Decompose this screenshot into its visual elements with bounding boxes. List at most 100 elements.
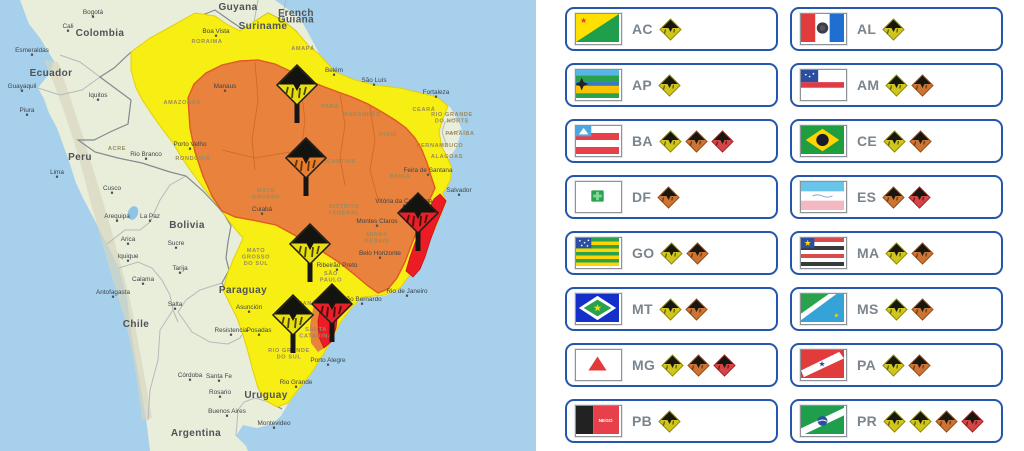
city-dot (360, 302, 364, 305)
country-labels: Colombia Ecuador Peru Bolivia Paraguay Chile U… (30, 2, 314, 439)
storm-warning-diamond-yellow-icon (660, 241, 684, 265)
storm-warning-diamond-yellow-icon (883, 129, 906, 153)
storm-warning-diamond-red-icon (713, 353, 736, 377)
brazil-state-label: CEARÁ (413, 106, 436, 113)
city-label: São Bernardo (342, 296, 382, 303)
state-card-pb[interactable]: NEGO PB (565, 399, 778, 443)
state-card-mt[interactable]: MT (565, 287, 778, 331)
state-flag-ba-icon (575, 125, 622, 157)
city-label: Iquitos (89, 92, 108, 99)
storm-warning-diamond-yellow-icon (659, 17, 682, 41)
storm-warning-diamond-yellow-icon (882, 17, 905, 41)
city-label: La Paz (140, 213, 160, 220)
city-label: Lima (50, 169, 64, 176)
state-card-pa[interactable]: PA (790, 343, 1003, 387)
city-dot (55, 175, 59, 178)
storm-warning-diamond-orange-icon (935, 409, 958, 433)
warning-badges (883, 129, 932, 153)
city-label: Vitória da Conquista (375, 198, 433, 205)
brazil-state-label: PARÁ (321, 103, 339, 110)
brazil-state-label: ALAGOAS (431, 154, 463, 160)
brazil-state-label: TOCANTINS (318, 159, 356, 165)
state-card-al[interactable]: AL (790, 7, 1003, 51)
city-dot (214, 34, 218, 37)
city-dot (405, 294, 409, 297)
storm-warning-diamond-orange-icon (685, 297, 708, 321)
map-storm-warning-marker-red[interactable] (396, 191, 440, 251)
warning-badges (659, 17, 682, 41)
city-label: Sucre (168, 240, 185, 247)
brazil-state-label: MARANHÃO (343, 111, 381, 118)
storm-warning-diamond-orange-icon (908, 353, 931, 377)
state-card-go[interactable]: GO (565, 231, 778, 275)
city-dot (332, 73, 336, 76)
map-storm-warning-marker-orange[interactable] (284, 136, 328, 196)
city-dot (257, 333, 261, 336)
city-dot (126, 259, 130, 262)
state-code-label: AL (857, 21, 877, 37)
city-dot (30, 53, 34, 56)
city-dot (174, 246, 178, 249)
brazil-state-label: PARANÁ (289, 300, 316, 307)
state-flag-mt-icon (575, 293, 622, 325)
state-flag-ap-icon (575, 69, 622, 101)
city-dot (141, 282, 145, 285)
city-label: Boa Vista (202, 28, 230, 35)
state-card-ma[interactable]: MA (790, 231, 1003, 275)
state-code-label: MA (857, 245, 880, 261)
city-label: Rosario (209, 389, 231, 396)
city-dot (96, 98, 100, 101)
warning-badges (882, 353, 931, 377)
city-dot (218, 395, 222, 398)
state-card-mg[interactable]: MG (565, 343, 778, 387)
state-card-ce[interactable]: CE (790, 119, 1003, 163)
state-card-grid: AC AL AP AM BA CE DF ES GO MA MT MS MG PA NEGO PB PR (565, 7, 1010, 443)
city-label: Porto Alegre (310, 357, 346, 364)
city-dot (326, 363, 330, 366)
city-label: Arequipa (104, 213, 130, 220)
state-card-ac[interactable]: AC (565, 7, 778, 51)
state-card-ap[interactable]: AP (565, 63, 778, 107)
storm-warning-diamond-orange-icon (687, 353, 710, 377)
storm-warning-diamond-orange-icon (911, 73, 935, 97)
city-label: Cali (62, 23, 73, 30)
city-dot (260, 212, 264, 215)
warning-badges (658, 409, 681, 433)
state-card-ms[interactable]: MS (790, 287, 1003, 331)
alert-map[interactable]: Colombia Ecuador Peru Bolivia Paraguay Chile U… (0, 0, 536, 451)
storm-warning-diamond-yellow-icon (882, 353, 905, 377)
country-label: Bolivia (169, 220, 205, 231)
state-code-label: MT (632, 301, 653, 317)
storm-warning-diamond-red-icon (711, 129, 734, 153)
city-dot (223, 89, 227, 92)
city-dot (247, 310, 251, 313)
city-label: Arica (121, 236, 136, 243)
country-label: Paraguay (219, 285, 267, 296)
state-flag-al-icon (800, 13, 847, 45)
storm-warning-diamond-yellow-icon (885, 73, 909, 97)
brazil-state-label: SÃO PAULO (320, 270, 342, 284)
map-storm-warning-marker-yellow[interactable] (288, 222, 332, 282)
map-storm-warning-marker-yellow[interactable] (275, 63, 319, 123)
map-storm-warning-marker-yellow[interactable] (271, 293, 315, 353)
city-dot (229, 333, 233, 336)
warning-badges (884, 297, 934, 321)
state-card-ba[interactable]: BA (565, 119, 778, 163)
city-label: Santa Fe (206, 373, 232, 380)
city-label: Córdoba (178, 372, 203, 379)
state-card-am[interactable]: AM (790, 63, 1003, 107)
city-dot (378, 256, 382, 259)
state-card-df[interactable]: DF (565, 175, 778, 219)
state-card-es[interactable]: ES (790, 175, 1003, 219)
state-flag-es-icon (800, 181, 847, 213)
brazil-state-label: ACRE (108, 146, 126, 152)
city-label: São Luís (361, 77, 386, 84)
brazil-state-label: RIO GRANDE DO NORTE (431, 112, 473, 125)
state-code-label: GO (632, 245, 655, 261)
state-card-pr[interactable]: PR (790, 399, 1003, 443)
state-code-label: DF (632, 189, 652, 205)
map-storm-warning-marker-red[interactable] (310, 282, 354, 342)
city-dot (91, 15, 95, 18)
state-flag-mg-icon (575, 349, 622, 381)
city-label: Manaus (214, 83, 237, 90)
